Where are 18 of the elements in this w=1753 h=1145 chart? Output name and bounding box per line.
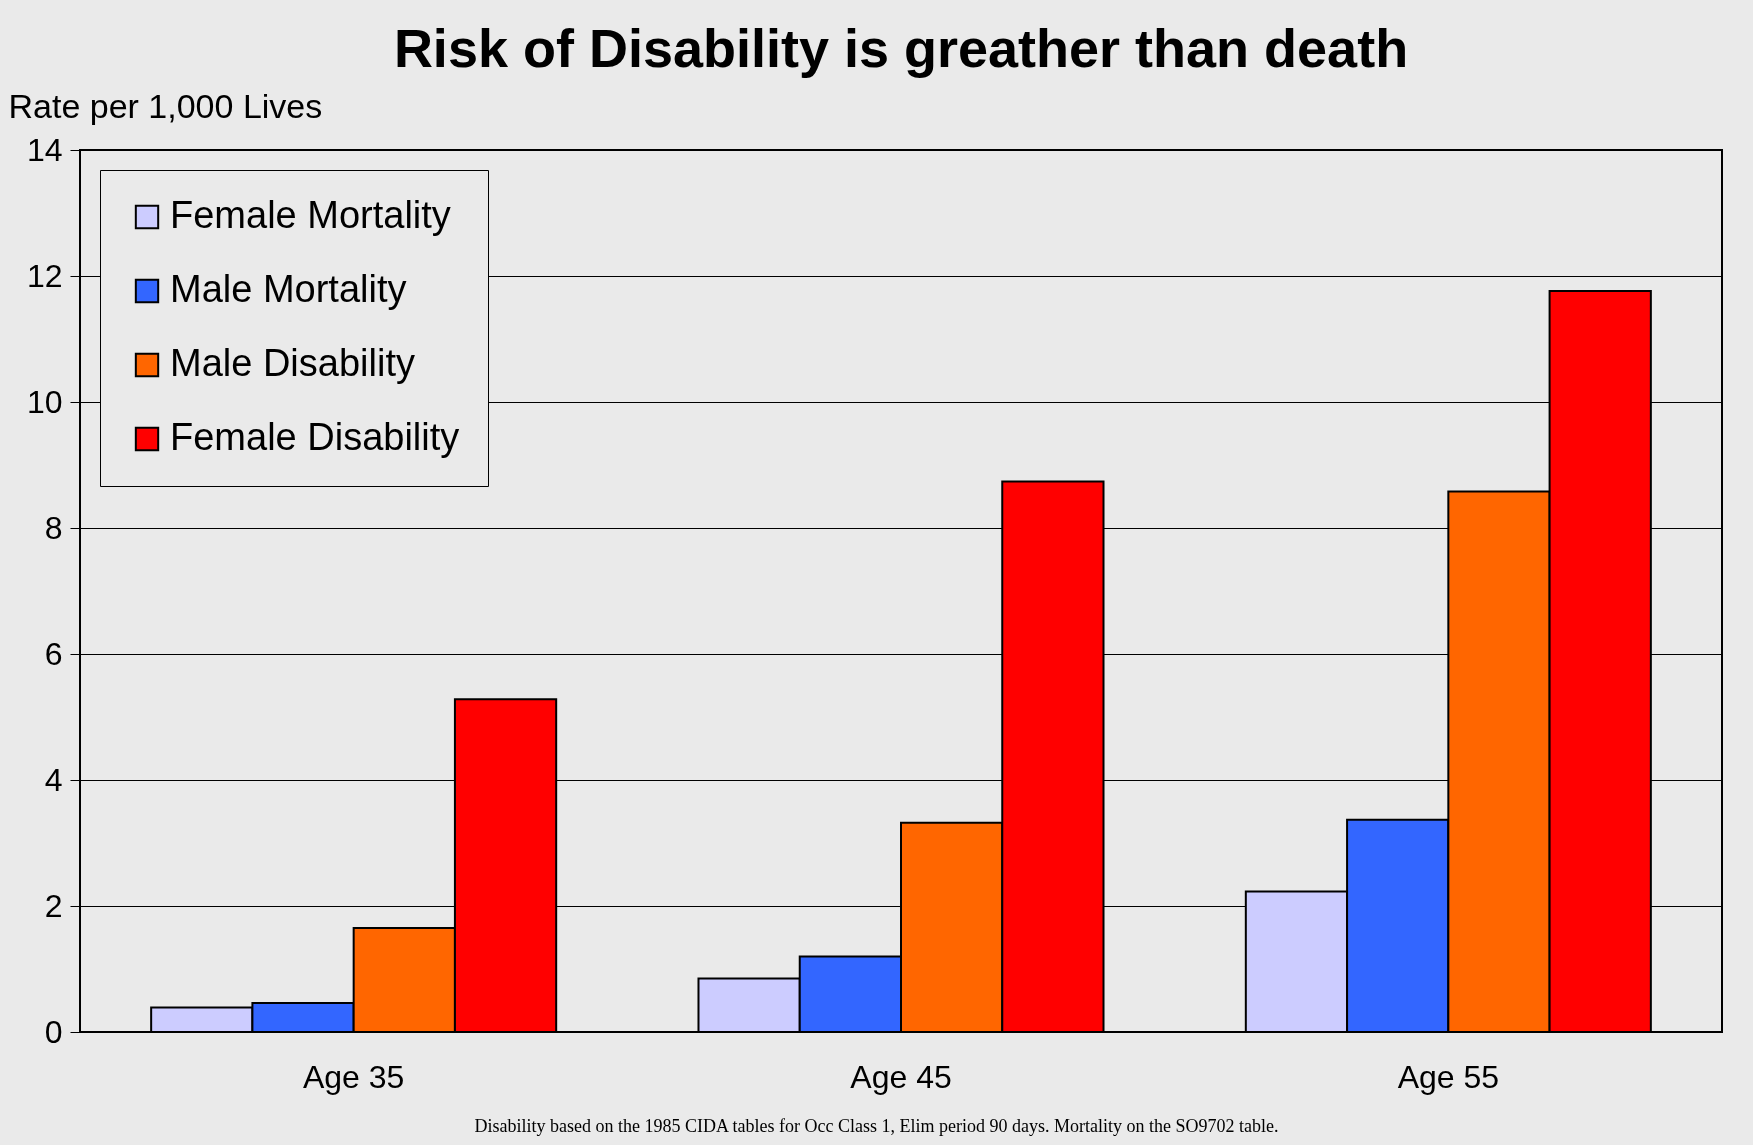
y-tick-label: 10	[26, 383, 63, 420]
y-tick-label: 4	[44, 761, 63, 798]
y-tick-label: 14	[26, 131, 63, 168]
legend-label: Female Disability	[170, 416, 460, 458]
y-tick-label: 0	[44, 1013, 63, 1050]
text: Disability based on the 1985 CIDA tables for Occ Class 1, Elim period 90 days. Mortality on the SO9702 table.	[473, 1116, 1280, 1137]
legend-label: Male Mortality	[170, 268, 407, 310]
legend-label: Male Disability	[170, 342, 415, 384]
y-tick-label: 12	[26, 257, 63, 294]
x-tick-label: Age 55	[1397, 1058, 1500, 1095]
y-tick-label: 2	[44, 887, 63, 924]
legend-label: Female Mortality	[170, 194, 451, 236]
x-tick-label: Age 45	[850, 1058, 952, 1095]
x-tick-label: Age 35	[302, 1058, 405, 1095]
y-tick-label: 8	[44, 509, 63, 546]
chart-title: Risk of Disability is greather than death	[393, 18, 1409, 78]
y-tick-label: 6	[44, 635, 63, 672]
y-axis-title: Rate per 1,000 Lives	[8, 86, 323, 125]
